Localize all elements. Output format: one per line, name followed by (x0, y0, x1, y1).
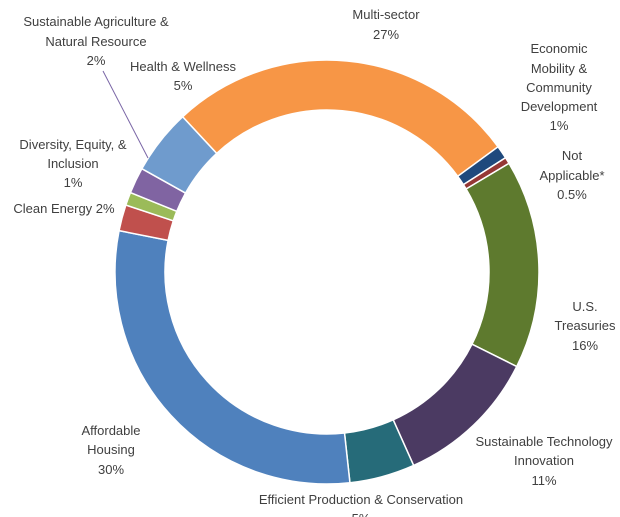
label-affordable-housing-line2: Housing (87, 442, 135, 457)
label-efficient-production-pct: 5% (352, 511, 371, 517)
label-not-applicable-pct: 0.5% (557, 187, 587, 202)
label-clean-energy: Clean Energy 2% (13, 201, 115, 216)
label-treasuries-line2: Treasuries (555, 318, 616, 333)
label-efficient-production: Efficient Production & Conservation (259, 492, 463, 507)
label-affordable-housing-line1: Affordable (81, 423, 140, 438)
label-economic-mobility-line3: Community (526, 80, 592, 95)
label-health-wellness-pct: 5% (174, 78, 193, 93)
label-health-wellness: Health & Wellness (130, 59, 236, 74)
label-economic-mobility-line1: Economic (530, 41, 588, 56)
donut-slices (114, 59, 540, 485)
label-treasuries-line1: U.S. (572, 299, 597, 314)
label-multi-sector-pct: 27% (373, 27, 399, 42)
label-economic-mobility-pct: 1% (550, 118, 569, 133)
label-sustainable-tech-pct: 11% (531, 473, 556, 488)
label-sustainable-tech-line1: Sustainable Technology (475, 434, 613, 449)
label-diversity-pct: 1% (64, 175, 83, 190)
label-not-applicable-line1: Not (562, 148, 583, 163)
slice-multi-sector (181, 59, 500, 178)
slice-labels: Multi-sector 27% Economic Mobility & Com… (13, 7, 616, 517)
leader-line-sustainable-agriculture (102, 70, 149, 159)
slice-u-s-treasuries (465, 162, 540, 368)
label-sustainable-ag-pct: 2% (87, 53, 106, 68)
label-diversity-line2: Inclusion (47, 156, 98, 171)
slice-health-wellness (140, 115, 218, 195)
label-sustainable-ag-line1: Sustainable Agriculture & (23, 14, 169, 29)
label-economic-mobility-line4: Development (521, 99, 598, 114)
label-not-applicable-line2: Applicable* (539, 168, 604, 183)
label-treasuries-pct: 16% (572, 338, 598, 353)
label-multi-sector: Multi-sector (352, 7, 420, 22)
label-affordable-housing-pct: 30% (98, 462, 124, 477)
label-economic-mobility-line2: Mobility & (531, 61, 588, 76)
label-sustainable-ag-line2: Natural Resource (45, 34, 146, 49)
label-sustainable-tech-line2: Innovation (514, 453, 574, 468)
label-diversity-line1: Diversity, Equity, & (19, 137, 126, 152)
slice-affordable-housing (114, 229, 351, 485)
